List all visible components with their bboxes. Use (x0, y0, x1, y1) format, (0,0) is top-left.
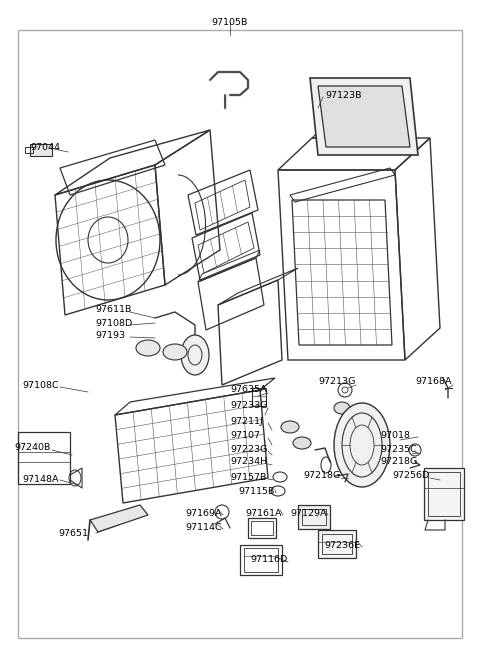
Bar (424, 468, 464, 520)
Text: 97218G: 97218G (380, 457, 417, 466)
Text: 97635A: 97635A (230, 386, 266, 394)
Text: 97108C: 97108C (22, 381, 59, 390)
Bar (302, 509, 326, 525)
Ellipse shape (293, 437, 311, 449)
Text: 97044: 97044 (30, 143, 60, 153)
Text: 97236E: 97236E (324, 540, 360, 550)
Bar (251, 521, 273, 535)
Bar (252, 388, 266, 406)
Text: 97193: 97193 (95, 331, 125, 341)
Text: 97108D: 97108D (95, 318, 132, 328)
Bar (322, 534, 352, 554)
Text: 97235C: 97235C (380, 445, 417, 455)
Ellipse shape (281, 421, 299, 433)
Text: 97211J: 97211J (230, 417, 263, 426)
Text: 97129A: 97129A (290, 508, 326, 517)
Text: 97107: 97107 (230, 432, 260, 441)
Bar (18, 432, 70, 484)
Text: 97018: 97018 (380, 430, 410, 440)
Bar (298, 505, 330, 529)
Polygon shape (310, 78, 418, 155)
Text: 97213G: 97213G (318, 377, 355, 386)
Text: 97168A: 97168A (415, 377, 452, 386)
Text: 97234H: 97234H (230, 457, 267, 466)
Polygon shape (90, 505, 148, 532)
Text: 97223G: 97223G (230, 445, 267, 453)
Text: 97240B: 97240B (14, 443, 50, 453)
Text: 97651: 97651 (58, 529, 88, 538)
Text: 97161A: 97161A (245, 508, 281, 517)
Text: 97169A: 97169A (185, 508, 221, 517)
Ellipse shape (136, 340, 160, 356)
Text: 97218G: 97218G (303, 472, 340, 481)
Text: 97233G: 97233G (230, 402, 267, 411)
Text: 97256D: 97256D (392, 472, 429, 481)
Bar (244, 548, 278, 572)
Bar (240, 545, 282, 575)
Text: 97611B: 97611B (95, 305, 132, 314)
Bar (318, 530, 356, 558)
Ellipse shape (163, 344, 187, 360)
Ellipse shape (181, 335, 209, 375)
Text: 97157B: 97157B (230, 472, 266, 481)
Bar (25, 147, 33, 153)
Text: 97116D: 97116D (250, 555, 287, 565)
Text: 97123B: 97123B (325, 90, 361, 100)
Text: 97115B: 97115B (238, 487, 275, 495)
Ellipse shape (334, 403, 390, 487)
Polygon shape (318, 86, 410, 147)
Bar (248, 518, 276, 538)
Text: 97148A: 97148A (22, 476, 59, 485)
Text: 97114C: 97114C (185, 523, 222, 531)
Bar (30, 144, 52, 156)
Text: 97105B: 97105B (212, 18, 248, 27)
Ellipse shape (334, 402, 350, 414)
Bar (428, 472, 460, 516)
